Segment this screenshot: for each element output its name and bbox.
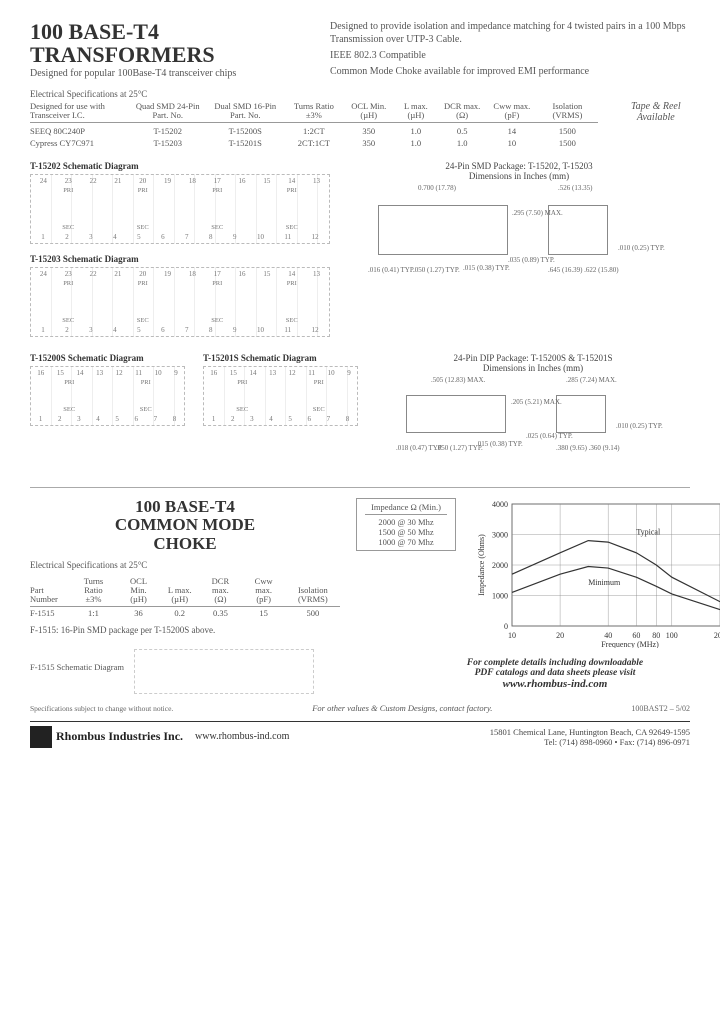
package-16-area: 24-Pin DIP Package: T-15200S & T-15201SD… [376,353,690,477]
table-row: Cypress CY7C971 T-15203 T-15201S 2CT:1CT… [30,137,598,149]
description-block: Designed to provide isolation and impeda… [330,20,690,81]
th-7: Cww max. (pF) [486,101,537,122]
schematic-t15201s-col: T-15201S Schematic Diagram 1615141312111… [203,353,358,477]
section-divider [30,487,690,488]
svg-text:80: 80 [652,631,660,640]
schematic-left-col: T-15202 Schematic Diagram 24232221201918… [30,161,330,347]
spec-change-note: Specifications subject to change without… [30,704,173,713]
svg-text:Frequency (MHz): Frequency (MHz) [601,640,659,648]
table-row: F-1515 1:1 36 0.2 0.35 15 500 [30,606,340,619]
svg-text:3000: 3000 [492,530,508,539]
th-1: Quad SMD 24-Pin Part. No. [129,101,206,122]
choke-spec-caption: Electrical Specifications at 25°C [30,560,340,570]
svg-text:20: 20 [556,631,564,640]
desc-line-1: Designed to provide isolation and impeda… [330,20,690,46]
svg-text:10: 10 [508,631,516,640]
schem-title-3: T-15200S Schematic Diagram [30,353,185,363]
choke-table: Part Number Turns Ratio ±3% OCL Min. (µH… [30,576,340,619]
spec-caption: Electrical Specifications at 25°C [30,89,690,99]
f1515-schematic [134,649,314,694]
th-3: Turns Ratio ±3% [284,101,343,122]
table-row: SEEQ 80C240P T-15202 T-15200S 1:2CT 350 … [30,122,598,137]
schematic-t15200s: 161514131211109 PRIPRI SECSEC 12345678 [30,366,185,426]
svg-text:Minimum: Minimum [588,578,621,587]
subtitle: Designed for popular 100Base-T4 transcei… [30,68,310,79]
footer-address: 15801 Chemical Lane, Huntington Beach, C… [490,727,690,747]
th-6: DCR max. (Ω) [438,101,487,122]
package-24-area: 24-Pin SMD Package: T-15202, T-15203Dime… [348,161,690,347]
pre-footer: Specifications subject to change without… [30,698,690,713]
pkg24-drawing: 0.700 (17.78) .526 (13.35) .295 (7.50) M… [348,185,690,315]
svg-text:2000: 2000 [492,561,508,570]
details-text: For complete details including downloada… [356,658,720,690]
th-2: Dual SMD 16-Pin Part. No. [206,101,284,122]
footer-center: For other values & Custom Designs, conta… [312,703,492,713]
schematic-t15202: 242322212019181716151413 PRIPRIPRIPRI SE… [30,174,330,244]
svg-text:100: 100 [666,631,678,640]
choke-title: 100 BASE-T4 COMMON MODE CHOKE [30,498,340,554]
svg-text:0: 0 [504,622,508,631]
desc-line-3: Common Mode Choke available for improved… [330,65,690,78]
header-row: 100 BASE-T4 TRANSFORMERS Designed for po… [30,20,690,81]
schem-title-2: T-15203 Schematic Diagram [30,254,330,264]
f1515-schem-label: F-1515 Schematic Diagram [30,662,124,672]
datasheet-page: 100 BASE-T4 TRANSFORMERS Designed for po… [0,0,720,758]
schematic-t15200s-col: T-15200S Schematic Diagram 1615141312111… [30,353,185,477]
desc-line-2: IEEE 802.3 Compatible [330,49,690,62]
company-logo: Rhombus Industries Inc. [30,726,183,748]
main-title-2: TRANSFORMERS [30,43,310,66]
spec-row: Designed for use with Transceiver I.C. Q… [30,101,690,149]
pkg16-drawing: .505 (12.83) MAX. .285 (7.24) MAX. .205 … [376,377,690,477]
footer: Rhombus Industries Inc. www.rhombus-ind.… [30,721,690,748]
footer-code: 100BAST2 – 5/02 [631,704,690,713]
choke-left: 100 BASE-T4 COMMON MODE CHOKE Electrical… [30,498,340,694]
svg-text:4000: 4000 [492,500,508,509]
schematic-t15203: 242322212019181716151413 PRIPRIPRIPRI SE… [30,267,330,337]
schematic-area-top: T-15202 Schematic Diagram 24232221201918… [30,161,690,347]
tape-reel-note: Tape & Reel Available [622,101,690,123]
schem-title-4: T-15201S Schematic Diagram [203,353,358,363]
rhombus-icon [30,726,52,748]
title-block: 100 BASE-T4 TRANSFORMERS Designed for po… [30,20,310,81]
svg-text:200: 200 [714,631,720,640]
th-5: L max. (µH) [394,101,438,122]
pkg16-title: 24-Pin DIP Package: T-15200S & T-15201SD… [376,353,690,373]
main-title-1: 100 BASE-T4 [30,20,310,43]
svg-text:Typical: Typical [636,527,661,536]
schem-title-1: T-15202 Schematic Diagram [30,161,330,171]
choke-right: Impedance Ω (Min.) 2000 @ 30 Mhz 1500 @ … [356,498,720,694]
footer-url: www.rhombus-ind.com [195,731,289,742]
schematic-area-bottom: T-15200S Schematic Diagram 1615141312111… [30,353,690,477]
impedance-box: Impedance Ω (Min.) 2000 @ 30 Mhz 1500 @ … [356,498,456,551]
spec-table: Designed for use with Transceiver I.C. Q… [30,101,598,149]
th-8: Isolation (VRMS) [537,101,597,122]
schematic-t15201s: 161514131211109 PRIPRI SECSEC 12345678 [203,366,358,426]
choke-note: F-1515: 16-Pin SMD package per T-15200S … [30,625,340,635]
svg-text:1000: 1000 [492,591,508,600]
svg-text:40: 40 [604,631,612,640]
svg-text:Impedance (Ohms): Impedance (Ohms) [477,534,486,596]
th-0: Designed for use with Transceiver I.C. [30,101,129,122]
choke-section: 100 BASE-T4 COMMON MODE CHOKE Electrical… [30,498,690,694]
pkg24-title: 24-Pin SMD Package: T-15202, T-15203Dime… [348,161,690,181]
svg-text:60: 60 [632,631,640,640]
impedance-chart: 102040608010020030001000200030004000Freq… [474,498,720,648]
th-4: OCL Min. (µH) [344,101,394,122]
company-name: Rhombus Industries Inc. [56,729,183,744]
